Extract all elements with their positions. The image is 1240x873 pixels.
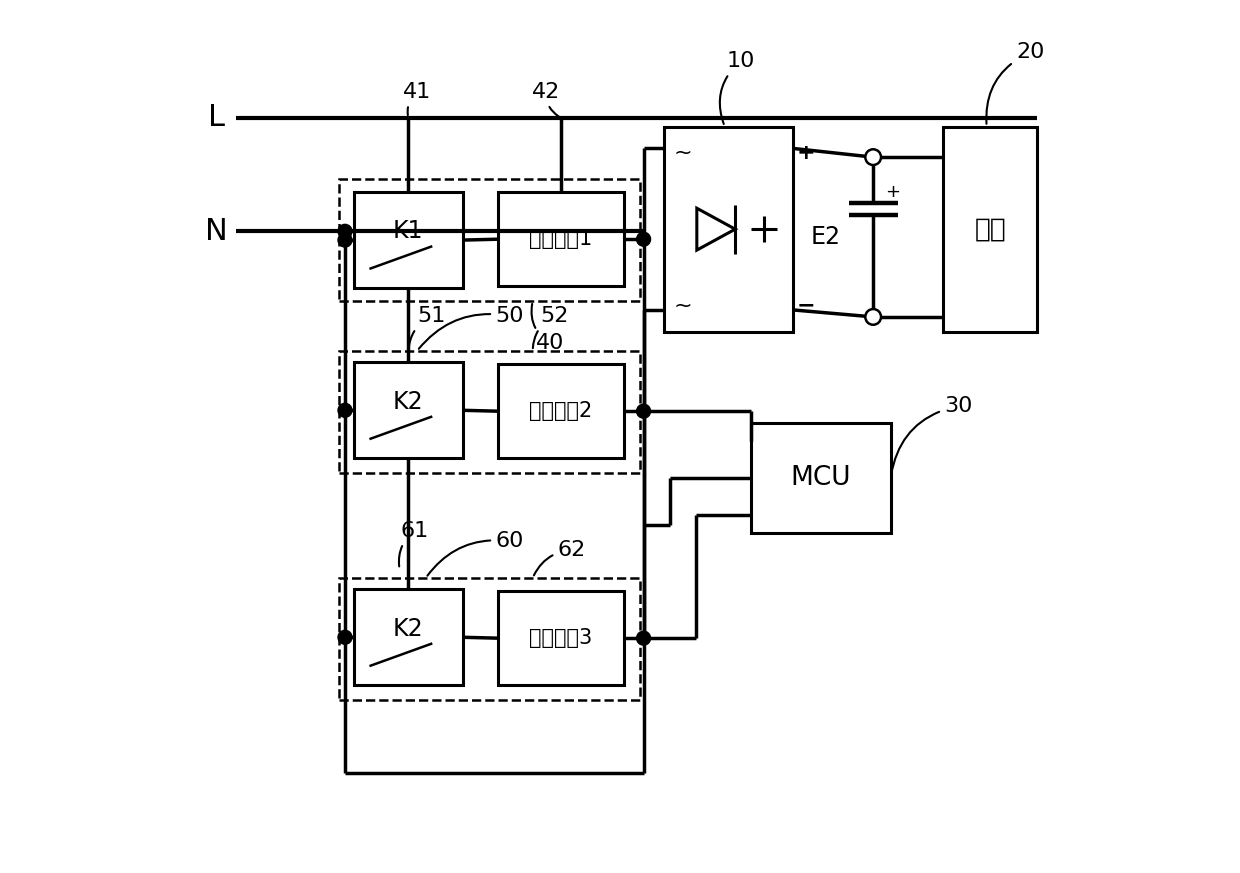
Circle shape xyxy=(636,631,651,645)
Text: 限流器件2: 限流器件2 xyxy=(529,402,593,421)
Text: +: + xyxy=(885,183,900,201)
Text: 30: 30 xyxy=(892,396,973,475)
Text: 负载: 负载 xyxy=(975,217,1006,242)
Circle shape xyxy=(866,309,882,325)
Bar xyxy=(353,192,463,288)
Text: E2: E2 xyxy=(810,225,841,249)
Text: 62: 62 xyxy=(534,540,587,575)
Circle shape xyxy=(339,233,352,247)
Text: 52: 52 xyxy=(533,306,569,348)
Bar xyxy=(353,589,463,685)
Text: L: L xyxy=(208,103,226,133)
Text: K1: K1 xyxy=(393,219,424,244)
Bar xyxy=(339,179,640,301)
Circle shape xyxy=(636,404,651,418)
Bar xyxy=(339,351,640,473)
Text: 20: 20 xyxy=(986,43,1044,124)
Circle shape xyxy=(339,224,352,238)
Bar xyxy=(339,578,640,700)
Text: +: + xyxy=(796,143,815,162)
Text: 40: 40 xyxy=(532,304,564,353)
Circle shape xyxy=(636,232,651,246)
Text: 10: 10 xyxy=(719,52,755,124)
Bar xyxy=(497,591,625,685)
Circle shape xyxy=(339,403,352,417)
Text: 51: 51 xyxy=(408,306,445,351)
Text: N: N xyxy=(206,217,228,246)
Text: 41: 41 xyxy=(403,82,432,115)
Text: K2: K2 xyxy=(393,616,424,641)
Bar xyxy=(353,362,463,458)
Text: 42: 42 xyxy=(532,82,560,116)
Bar xyxy=(751,423,890,533)
Bar xyxy=(663,127,792,332)
Text: −: − xyxy=(796,296,815,315)
Text: ~: ~ xyxy=(673,143,692,162)
Text: 限流器件3: 限流器件3 xyxy=(529,629,593,648)
Text: ~: ~ xyxy=(673,296,692,315)
Circle shape xyxy=(866,149,882,165)
Bar xyxy=(942,127,1038,332)
Text: 61: 61 xyxy=(399,521,429,567)
Text: MCU: MCU xyxy=(791,465,851,491)
Bar xyxy=(497,192,625,286)
Circle shape xyxy=(339,630,352,644)
Text: 60: 60 xyxy=(428,532,525,575)
Text: K2: K2 xyxy=(393,389,424,414)
Text: 限流器件1: 限流器件1 xyxy=(529,230,593,249)
Bar xyxy=(497,364,625,458)
Text: 50: 50 xyxy=(419,306,525,349)
